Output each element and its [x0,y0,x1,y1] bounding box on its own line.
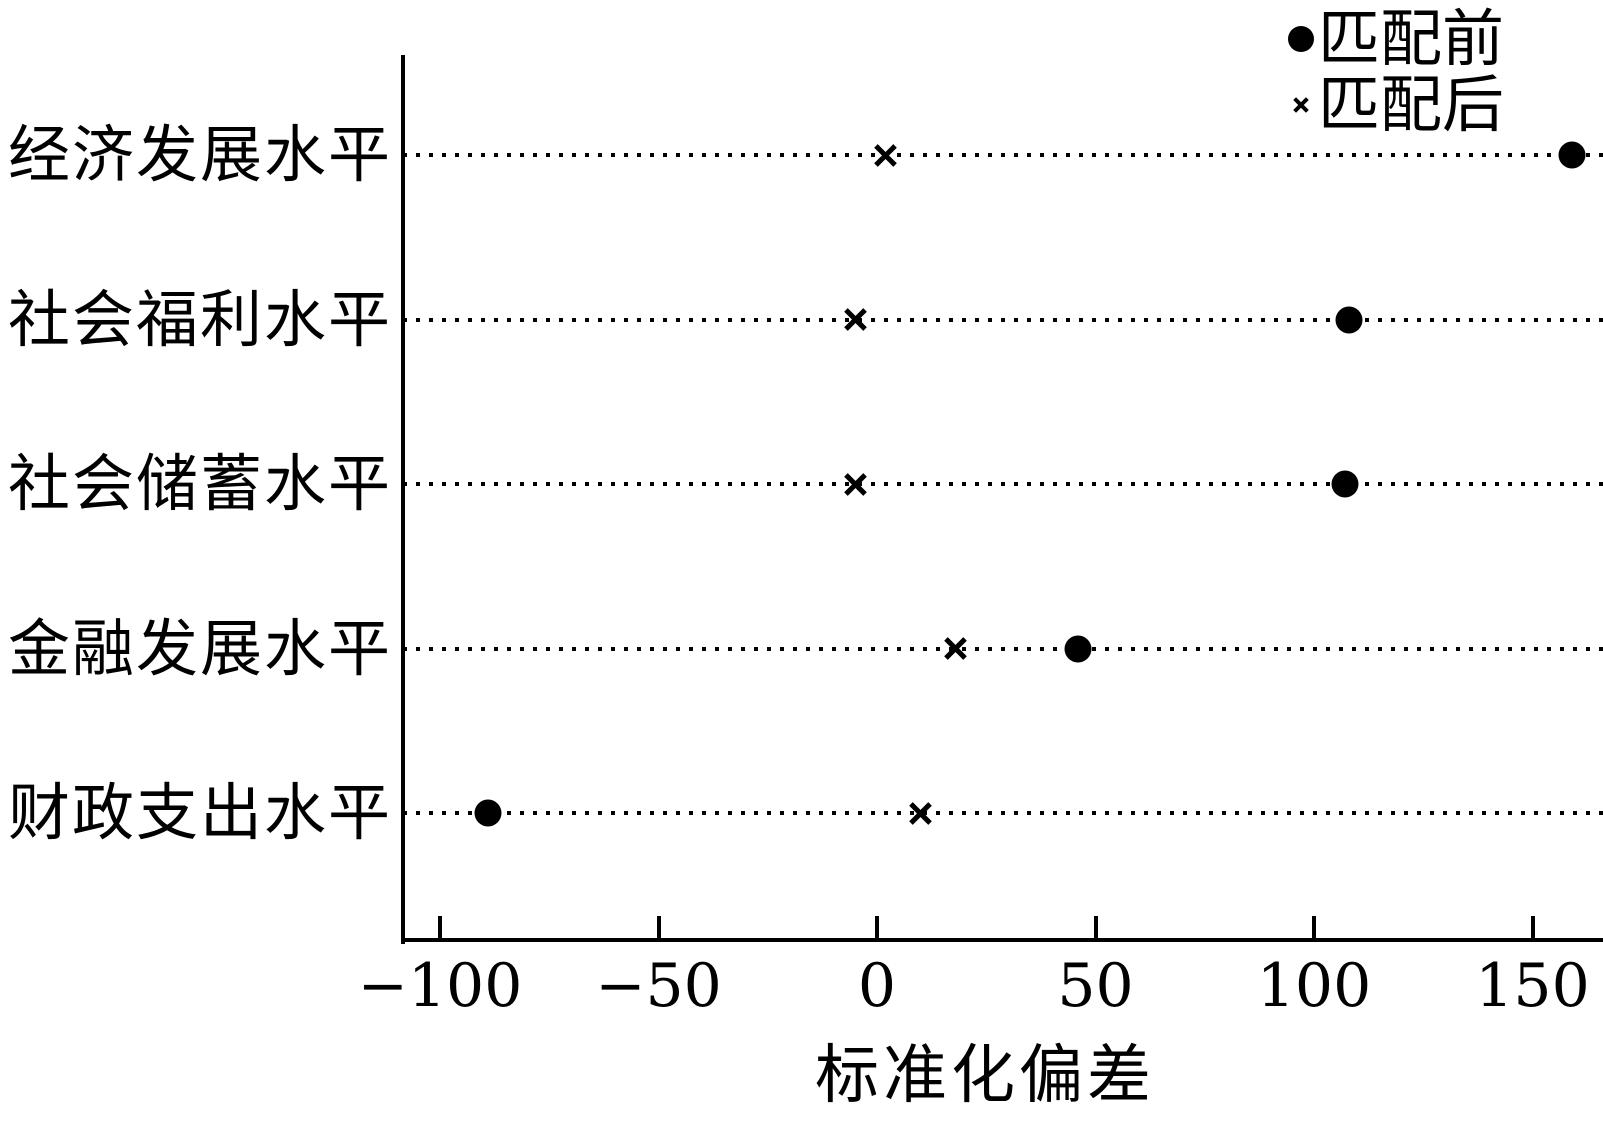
x-axis-title: 标准化偏差 [815,1039,1155,1113]
x-tick [1530,916,1535,940]
x-axis-line [401,938,1603,942]
marker-after-x [909,801,933,825]
x-tick [438,916,442,940]
category-label: 金融发展水平 [7,611,392,685]
marker-before-dot [1558,141,1586,169]
y-axis-line [401,55,405,944]
category-label: 社会储蓄水平 [7,447,392,520]
x-tick-label: −50 [595,951,722,1021]
marker-after-x [944,637,968,661]
x-tick-label: 100 [1256,951,1372,1021]
x-marker-icon [1288,92,1314,118]
legend: 匹配前 匹配后 [1288,6,1504,138]
x-tick [1312,916,1316,940]
x-tick [1093,916,1098,940]
marker-before-dot [1335,306,1363,333]
marker-before-dot [1331,470,1359,498]
x-tick [656,916,661,940]
marker-after-x [843,472,867,496]
row-leader-dotted-line [403,317,1603,322]
marker-before-dot [474,799,502,827]
row-leader-dotted-line [403,153,1603,157]
legend-label: 匹配后 [1318,68,1505,141]
x-tick-label: 0 [857,951,897,1021]
category-label: 经济发展水平 [7,118,392,191]
marker-after-x [843,308,867,332]
marker-before-dot [1064,635,1092,662]
legend-item-after: 匹配后 [1288,72,1504,138]
category-label: 社会福利水平 [7,282,392,356]
category-label: 财政支出水平 [7,776,392,849]
row-leader-dotted-line [403,811,1603,815]
x-tick-label: 150 [1475,951,1590,1021]
marker-after-x [874,143,898,167]
x-tick-label: 50 [1057,951,1134,1021]
row-leader-dotted-line [403,482,1603,486]
x-tick [875,916,879,940]
filled-circle-marker-icon [1288,26,1314,52]
x-tick-label: −100 [357,951,523,1021]
row-leader-dotted-line [403,646,1603,651]
legend-item-before: 匹配前 [1288,6,1504,72]
legend-label: 匹配前 [1318,2,1505,75]
